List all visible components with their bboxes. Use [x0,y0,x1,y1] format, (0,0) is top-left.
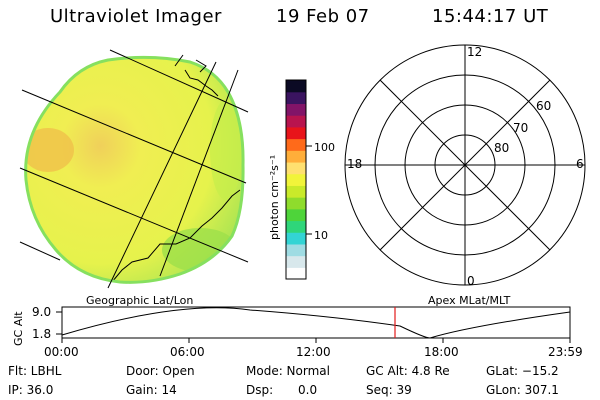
colorbar-segment [286,185,306,198]
timeline-frame [61,306,571,339]
colorbar-segment [286,115,306,128]
colorbar-segment [286,197,306,210]
colorbar-segment [286,208,306,222]
gc-alt-axis-label: GC Alt [12,311,25,346]
latlon-grid [19,49,249,289]
glat-value: GLat: −15.2 [486,364,559,378]
mode-value: Mode: Normal [246,364,330,378]
altitude-curve [61,307,571,339]
mlt-label-12: 12 [467,45,482,59]
dsp-value: 0.0 [298,383,318,397]
gain-value: Gain: 14 [126,383,177,397]
coastline [111,189,241,283]
colorbar-tick-10: 10 [314,229,328,242]
date-label: 19 Feb 07 [276,6,370,27]
gc-alt-value: GC Alt: 4.8 Re [366,364,450,378]
colorbar-segment [286,103,306,116]
colorbar-segment [286,150,306,163]
x-tick-0000: 00:00 [44,345,79,359]
lat-label-70: 70 [513,121,528,135]
timeline-left-label: Geographic Lat/Lon [86,294,194,307]
hot-spot [25,128,74,172]
colorbar-segment [286,267,306,280]
disk-edge [24,55,245,284]
dsp-label: Dsp: [246,383,274,397]
lat-label-60: 60 [536,99,551,113]
seq-value: Seq: 39 [366,383,412,397]
colorbar-segment [286,255,306,268]
colorbar-segment [286,232,306,245]
x-tick-2359: 23:59 [548,345,583,359]
time-label: 15:44:17 UT [432,6,549,27]
filter-value: Flt: LBHL [8,364,62,378]
colorbar-segment [286,173,306,186]
timeline-right-label: Apex MLat/MLT [428,294,511,307]
colorbar-segment [286,243,306,257]
coastline-north [184,69,219,97]
mlt-label-18: 18 [347,157,362,171]
glon-value: GLon: 307.1 [486,383,559,397]
x-tick-1200: 12:00 [296,345,331,359]
colorbar-segment [286,91,306,105]
lat-label-80: 80 [494,141,509,155]
colorbar-unit-label: photon cm⁻²s⁻¹ [268,155,281,240]
door-value: Door: Open [126,364,195,378]
mlt-label-6: 6 [576,157,584,171]
colorbar-segment [286,161,306,175]
y-tick-9: 9.0 [32,305,51,319]
ip-value: IP: 36.0 [8,383,54,397]
x-tick-1800: 18:00 [424,345,459,359]
y-tick-1-8: 1.8 [32,327,51,341]
colorbar-segment [286,138,306,151]
instrument-title: Ultraviolet Imager [50,6,222,27]
colorbar-tick-100: 100 [314,141,335,154]
mlt-label-0: 0 [467,274,475,288]
colorbar-segment [286,80,306,93]
colorbar-segment [286,220,306,233]
x-tick-0600: 06:00 [170,345,205,359]
colorbar-segment [286,126,306,140]
